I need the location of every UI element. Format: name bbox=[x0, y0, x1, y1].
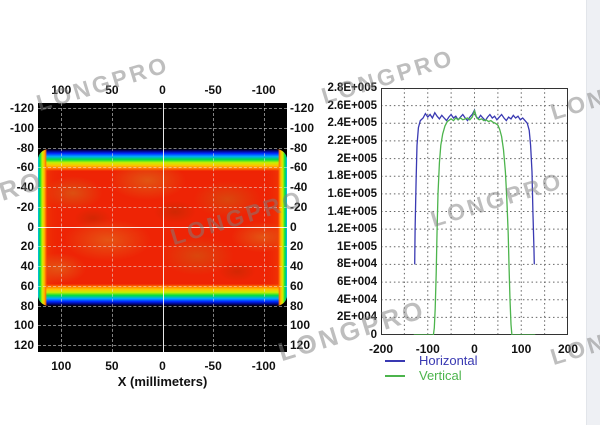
horizontal-series-swatch bbox=[385, 359, 405, 362]
heatmap-gridline bbox=[162, 103, 164, 352]
axis-tick-label: 100 bbox=[51, 359, 72, 373]
axis-tick-label: 0 bbox=[370, 329, 377, 341]
axis-tick-label: 2.8E+005 bbox=[327, 82, 377, 94]
axis-tick-label: -100 bbox=[251, 83, 276, 97]
axis-tick-label: 120 bbox=[13, 338, 34, 352]
legend-item-horizontal: Horizontal bbox=[385, 353, 478, 368]
axis-tick-label: 1.8E+005 bbox=[327, 170, 377, 183]
axis-tick-label: 60 bbox=[290, 278, 304, 293]
axis-tick-label: -80 bbox=[290, 140, 308, 155]
axis-tick-label: -20 bbox=[290, 199, 308, 214]
series-curve-vertical bbox=[413, 108, 536, 336]
axis-tick-label: 50 bbox=[105, 83, 119, 97]
axis-tick-label: 80 bbox=[290, 298, 304, 313]
axis-tick-label: -60 bbox=[16, 160, 34, 175]
axis-tick-label: -200 bbox=[368, 342, 394, 356]
axis-tick-label: 100 bbox=[13, 318, 34, 333]
axis-tick-label: 1.4E+005 bbox=[327, 205, 377, 218]
axis-tick-label: 200 bbox=[557, 342, 579, 356]
axis-tick-label: 80 bbox=[20, 298, 34, 313]
vertical-series-swatch bbox=[385, 374, 405, 377]
axis-tick-label: -50 bbox=[204, 359, 222, 373]
axis-tick-label: 50 bbox=[105, 359, 119, 373]
axis-tick-label: -120 bbox=[290, 101, 315, 115]
axis-tick-label: 20 bbox=[20, 239, 34, 254]
heatmap-plot-area[interactable] bbox=[38, 103, 287, 352]
axis-tick-label: 1.2E+005 bbox=[327, 223, 377, 236]
axis-tick-label: 2.6E+005 bbox=[327, 99, 377, 112]
heatmap-gridline bbox=[263, 103, 265, 352]
axis-tick-label: -80 bbox=[16, 140, 34, 155]
axis-tick-label: 0 bbox=[27, 219, 34, 234]
heatmap-gridlines bbox=[38, 103, 287, 352]
axis-tick-label: 2E+004 bbox=[337, 311, 377, 324]
heatmap-gridline bbox=[213, 103, 215, 352]
axis-tick-label: 40 bbox=[20, 259, 34, 273]
axis-tick-label: 0 bbox=[159, 83, 166, 97]
heatmap-gridline bbox=[111, 103, 113, 352]
axis-tick-label: 40 bbox=[290, 259, 304, 273]
axis-tick-label: 8E+004 bbox=[337, 258, 377, 271]
axis-tick-label: 20 bbox=[290, 239, 304, 254]
axis-tick-label: 100 bbox=[51, 83, 72, 97]
legend-label-horizontal: Horizontal bbox=[419, 353, 478, 368]
heatmap-gridline bbox=[61, 103, 63, 352]
axis-tick-label: 100 bbox=[290, 318, 311, 333]
legend-item-vertical: Vertical bbox=[385, 368, 478, 383]
axis-tick-label: 60 bbox=[20, 278, 34, 293]
window-edge-strip bbox=[586, 0, 600, 425]
axis-tick-label: 2E+005 bbox=[337, 152, 377, 165]
axis-tick-label: 0 bbox=[159, 359, 166, 373]
profile-legend: Horizontal Vertical bbox=[385, 353, 478, 383]
axis-tick-label: 2.4E+005 bbox=[327, 117, 377, 130]
profile-curves-chart bbox=[381, 87, 568, 336]
legend-label-vertical: Vertical bbox=[419, 368, 462, 383]
axis-tick-label: 6E+004 bbox=[337, 276, 377, 289]
axis-tick-label: -40 bbox=[16, 180, 34, 194]
axis-tick-label: 4E+004 bbox=[337, 293, 377, 306]
axis-tick-label: 1.6E+005 bbox=[327, 187, 377, 200]
axis-tick-label: -100 bbox=[9, 120, 34, 135]
axis-tick-label: 100 bbox=[511, 342, 532, 356]
heatmap-x-axis-title: X (millimeters) bbox=[117, 374, 208, 389]
axis-tick-label: 120 bbox=[290, 338, 311, 352]
axis-tick-label: -40 bbox=[290, 180, 308, 194]
axis-tick-label: -100 bbox=[290, 120, 315, 135]
profile-plot-frame bbox=[381, 88, 568, 335]
axis-tick-label: 1E+005 bbox=[337, 240, 377, 253]
axis-tick-label: -120 bbox=[9, 101, 34, 115]
axis-tick-label: -20 bbox=[16, 199, 34, 214]
axis-tick-label: -100 bbox=[415, 342, 440, 356]
axis-tick-label: -100 bbox=[251, 359, 276, 373]
axis-tick-label: 0 bbox=[290, 219, 297, 234]
profile-plot-area[interactable] bbox=[381, 87, 568, 336]
axis-tick-label: -60 bbox=[290, 160, 308, 175]
axis-tick-label: 0 bbox=[471, 342, 478, 356]
axis-tick-label: -50 bbox=[204, 83, 222, 97]
axis-tick-label: 2.2E+005 bbox=[327, 134, 377, 147]
